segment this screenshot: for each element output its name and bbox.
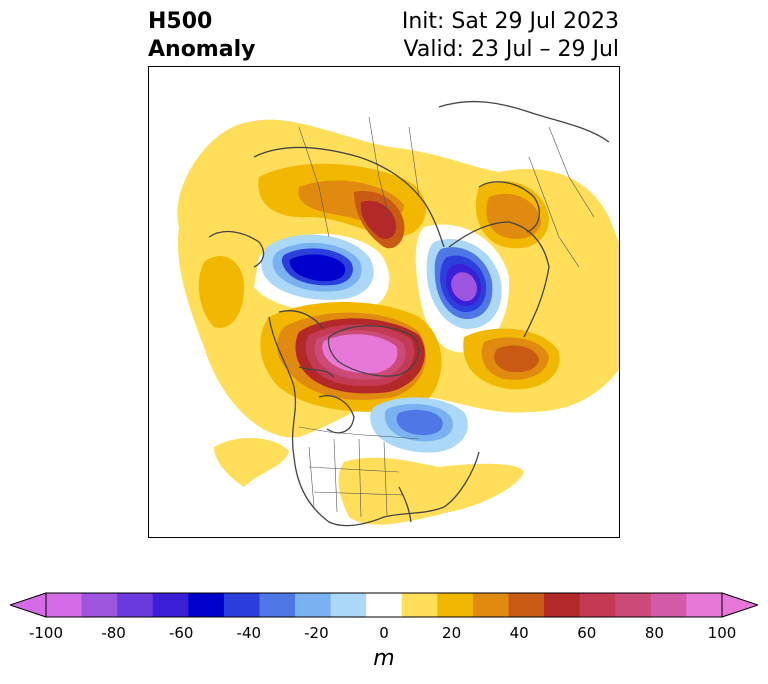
colorbar-segment bbox=[508, 593, 545, 617]
colorbar-tick-label: 0 bbox=[379, 624, 389, 642]
blue-newfoundland-2 bbox=[396, 409, 443, 436]
rust-atlantic bbox=[494, 345, 539, 373]
colorbar-tick-label: 100 bbox=[707, 624, 737, 642]
title-variable: H500 bbox=[148, 9, 213, 34]
coast-europe bbox=[448, 221, 550, 338]
colorbar-segment bbox=[650, 593, 687, 617]
colorbar-tick-label: -20 bbox=[304, 624, 329, 642]
colorbar-tick-label: 20 bbox=[442, 624, 462, 642]
valid-range: Valid: 23 Jul – 29 Jul bbox=[403, 37, 619, 62]
colorbar bbox=[10, 592, 758, 618]
coast-arctic-canada bbox=[278, 310, 335, 378]
borders bbox=[298, 116, 595, 518]
border-europe bbox=[528, 126, 595, 268]
colorbar-segment bbox=[472, 593, 510, 617]
neutral-edge bbox=[149, 285, 155, 315]
map-title-right: Init: Sat 29 Jul 2023 Valid: 23 Jul – 29… bbox=[402, 8, 619, 64]
init-date: Init: Sat 29 Jul 2023 bbox=[401, 9, 619, 34]
coast-asia-north bbox=[438, 100, 610, 143]
map-title-left: H500 Anomaly bbox=[148, 8, 255, 64]
darkorange-europe bbox=[486, 193, 541, 239]
colorbar-segment bbox=[81, 593, 118, 617]
coast-siberia bbox=[253, 146, 445, 248]
violet-russia bbox=[451, 272, 477, 302]
positive-lobe-southeast-us bbox=[338, 457, 524, 525]
coast-greenland bbox=[327, 325, 420, 377]
positive-lobe-southwest bbox=[214, 437, 289, 487]
blue-siberia-3 bbox=[289, 254, 346, 282]
colorbar-segment bbox=[366, 593, 403, 617]
colorbar-segment bbox=[188, 593, 225, 617]
colorbar-tick-label: 60 bbox=[577, 624, 597, 642]
colorbar-segment bbox=[544, 593, 581, 617]
colorbar-segment bbox=[437, 593, 474, 617]
anomaly-fills bbox=[177, 119, 619, 525]
map-canvas bbox=[149, 100, 619, 527]
colorbar-unit: m bbox=[373, 646, 395, 671]
coast-scandinavia bbox=[478, 181, 540, 233]
orange-band-west bbox=[198, 256, 244, 328]
border-russia bbox=[298, 116, 420, 238]
colorbar-segment bbox=[401, 593, 438, 617]
colorbar-tick-label: 80 bbox=[644, 624, 664, 642]
colorbar-segment bbox=[330, 593, 367, 617]
coastlines bbox=[208, 100, 610, 527]
colorbar-tick-label: -60 bbox=[168, 624, 194, 642]
colorbar-segment bbox=[615, 593, 652, 617]
colorbar-segment bbox=[579, 593, 616, 617]
coast-alaska bbox=[208, 230, 265, 268]
coast-florida bbox=[398, 486, 412, 523]
colorbar-outline bbox=[45, 592, 723, 618]
colorbar-tick-label: 40 bbox=[509, 624, 529, 642]
anomaly-map bbox=[148, 66, 620, 538]
colorbar-tick-label: -100 bbox=[28, 624, 64, 642]
colorbar-extend-low bbox=[10, 592, 47, 618]
border-us-canada bbox=[298, 426, 420, 440]
border-states bbox=[308, 438, 405, 518]
colorbar-segment bbox=[152, 593, 189, 617]
colorbar-segment bbox=[117, 593, 154, 617]
colorbar-segment bbox=[295, 593, 332, 617]
colorbar-ticks: -100 -80 -60 -40 -20 0 20 40 60 80 100 bbox=[0, 624, 768, 644]
colorbar-segment bbox=[259, 593, 296, 617]
coast-north-america bbox=[268, 316, 480, 527]
colorbar-extend-high bbox=[721, 592, 758, 618]
colorbar-segment bbox=[223, 593, 260, 617]
colorbar-tick-label: -40 bbox=[236, 624, 262, 642]
colorbar-tick-label: -80 bbox=[101, 624, 126, 642]
title-field: Anomaly bbox=[148, 37, 256, 62]
colorbar-segment bbox=[686, 593, 723, 617]
colorbar-segment bbox=[46, 593, 83, 617]
